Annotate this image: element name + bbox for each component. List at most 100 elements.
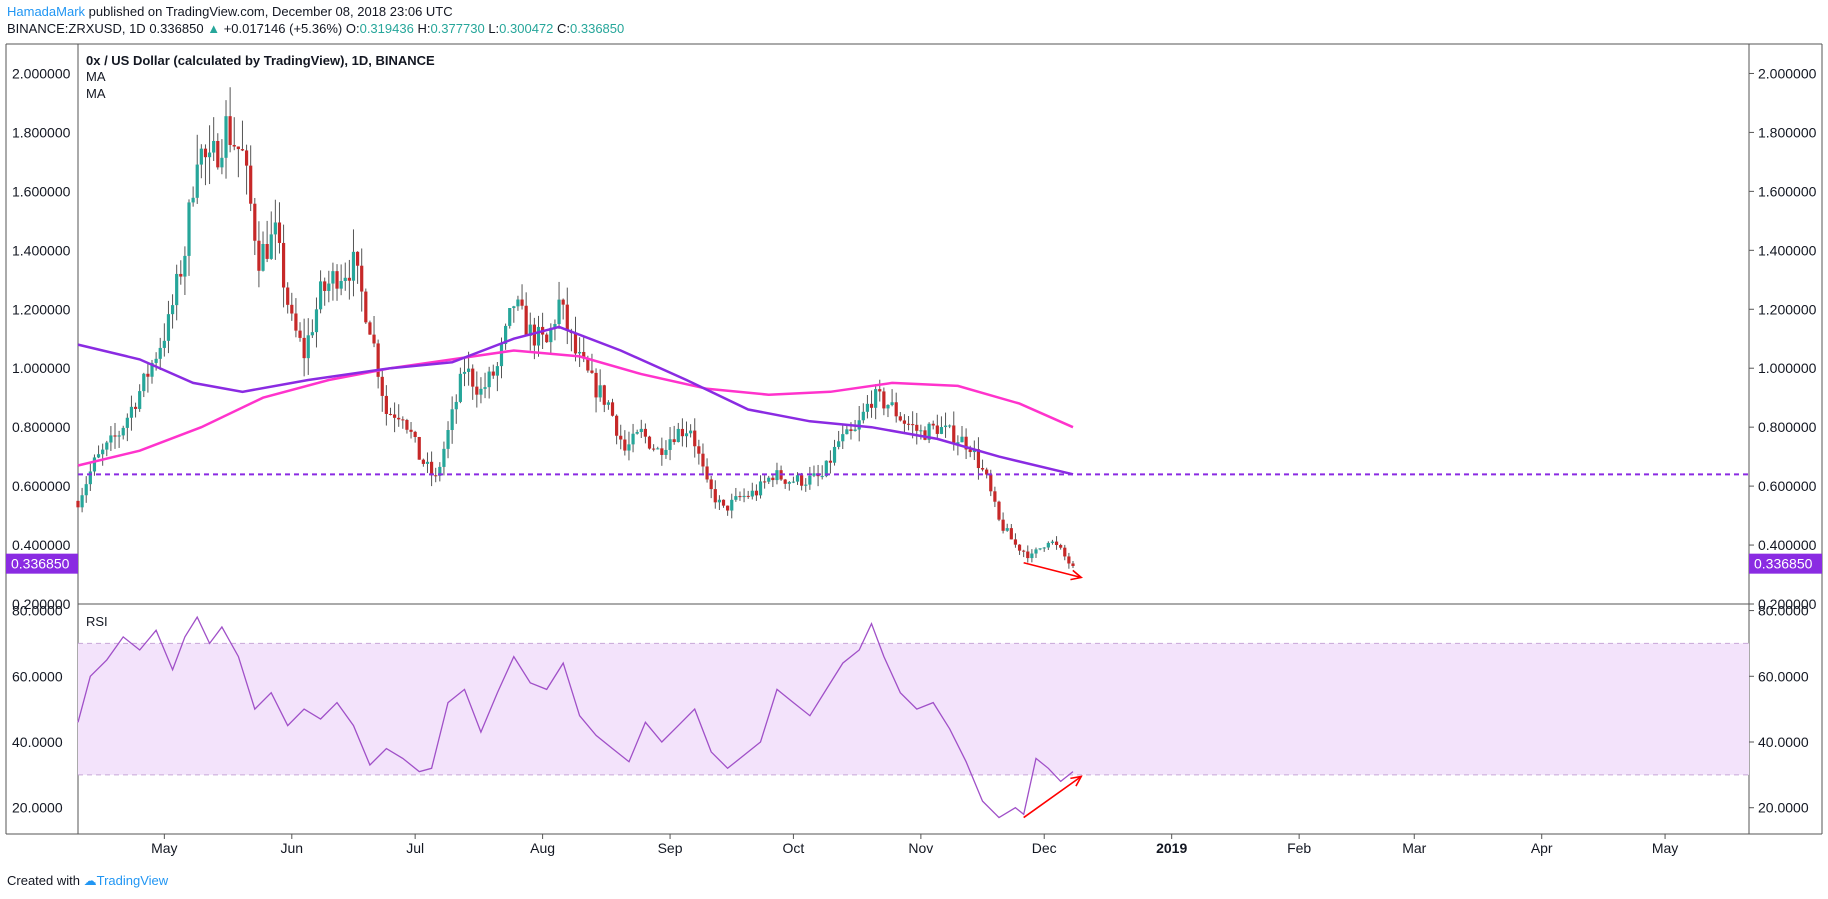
candle-body	[446, 430, 450, 449]
candle-body	[479, 388, 483, 395]
candle-body	[689, 430, 693, 434]
candle-body	[138, 391, 142, 409]
candle-body	[1054, 541, 1059, 546]
candle-body	[536, 326, 541, 346]
time-tick-label: Nov	[908, 840, 933, 856]
candle-body	[384, 395, 388, 414]
price-tick-right: 0.800000	[1758, 419, 1817, 435]
candle-body	[199, 148, 203, 165]
candle-body	[532, 324, 536, 346]
candle-body	[318, 281, 323, 310]
current-price-tag-left: 0.336850	[6, 553, 78, 574]
ma-slow-line	[77, 349, 1074, 467]
candle-body	[750, 490, 754, 497]
candle-body	[939, 427, 944, 434]
candle-body	[491, 371, 495, 376]
candle-body	[964, 436, 968, 450]
candle-body	[952, 425, 956, 445]
candle-body	[162, 340, 166, 348]
candle-body	[323, 281, 327, 291]
candle-body	[1017, 544, 1022, 551]
candle-body	[150, 362, 154, 377]
candle-body	[980, 468, 985, 470]
candle-body	[853, 429, 857, 431]
candle-body	[487, 371, 491, 388]
rsi-tick-right: 40.0000	[1758, 734, 1809, 750]
price-tick-left: 1.000000	[12, 360, 71, 376]
candle-body	[849, 429, 853, 431]
candle-body	[175, 273, 179, 306]
candle-body	[931, 423, 935, 426]
rsi-axis-right[interactable]: 80.0000 60.0000 40.0000 20.0000	[1749, 603, 1809, 816]
time-axis[interactable]: May Jun Jul Aug Sep Oct Nov Dec 2019 Feb Mar Apr May	[151, 834, 1678, 856]
candle-body	[314, 309, 319, 333]
candle-body	[261, 243, 265, 271]
candle-body	[372, 334, 376, 344]
candle-body	[997, 501, 1001, 520]
time-tick-label: Jun	[281, 840, 304, 856]
open-value: 0.319436	[359, 21, 414, 36]
candle-body	[203, 148, 208, 158]
rsi-divergence-arrow	[1023, 775, 1082, 819]
candle-body	[158, 347, 162, 359]
time-tick-label: Oct	[783, 840, 805, 856]
candle-body	[273, 222, 277, 235]
candle-body	[1026, 551, 1030, 559]
candle-body	[594, 372, 598, 398]
candle-body	[549, 327, 553, 343]
current-price-left: 0.336850	[11, 556, 70, 572]
candle-body	[434, 475, 438, 477]
candle-body	[179, 273, 183, 277]
candle-body	[109, 435, 113, 443]
candle-body	[405, 419, 409, 430]
candle-body	[660, 448, 664, 455]
candle-body	[142, 373, 146, 392]
rsi-tick-right: 60.0000	[1758, 668, 1809, 684]
candle-body	[565, 304, 569, 331]
candle-body	[380, 376, 384, 396]
candle-body	[734, 496, 738, 500]
price-tick-left: 1.400000	[12, 242, 71, 258]
price-tick-right: 0.600000	[1758, 478, 1817, 494]
candle-body	[1009, 528, 1013, 540]
candle-body	[450, 409, 454, 431]
candle-body	[105, 442, 109, 450]
price-axis-right[interactable]: 2.000000 1.800000 1.600000 1.400000 1.200000…	[1749, 65, 1817, 612]
tradingview-brand-link[interactable]: TradingView	[96, 873, 169, 888]
candle-body	[454, 401, 458, 410]
candle-body	[598, 385, 602, 398]
candle-body	[808, 475, 812, 485]
candle-body	[475, 386, 479, 395]
candle-body	[985, 469, 989, 475]
price-pane[interactable]	[77, 43, 1750, 605]
time-tick-label: May	[151, 840, 177, 856]
candle-body	[869, 403, 874, 408]
author-link[interactable]: HamadaMark	[7, 4, 86, 19]
candle-body	[606, 402, 610, 405]
rsi-title[interactable]: RSI	[86, 614, 108, 629]
candle-body	[421, 459, 425, 464]
ohlc-line: BINANCE:ZRXUSD, 1D 0.336850 ▲ +0.017146 …	[7, 21, 624, 36]
rsi-tick-left: 20.0000	[12, 800, 63, 816]
time-tick-label: Dec	[1032, 840, 1057, 856]
candle-body	[1067, 556, 1071, 564]
candle-body	[820, 476, 824, 478]
candle-body	[767, 477, 771, 482]
candle-body	[240, 149, 245, 151]
legend-ma-2[interactable]: MA	[86, 86, 106, 101]
price-tick-left: 1.800000	[12, 124, 71, 140]
candle-body	[652, 448, 656, 450]
ma-fast-line	[77, 325, 1074, 476]
legend-ma-1[interactable]: MA	[86, 69, 106, 84]
candle-body	[878, 389, 882, 392]
price-tick-right: 0.400000	[1758, 537, 1817, 553]
candle-body	[335, 271, 339, 289]
candle-body	[602, 385, 606, 405]
price-tick-left: 0.600000	[12, 478, 71, 494]
candle-body	[804, 484, 808, 486]
candle-body	[236, 146, 240, 150]
candle-body	[310, 332, 314, 336]
time-tick-label: Jul	[406, 840, 424, 856]
candle-body	[133, 406, 138, 409]
